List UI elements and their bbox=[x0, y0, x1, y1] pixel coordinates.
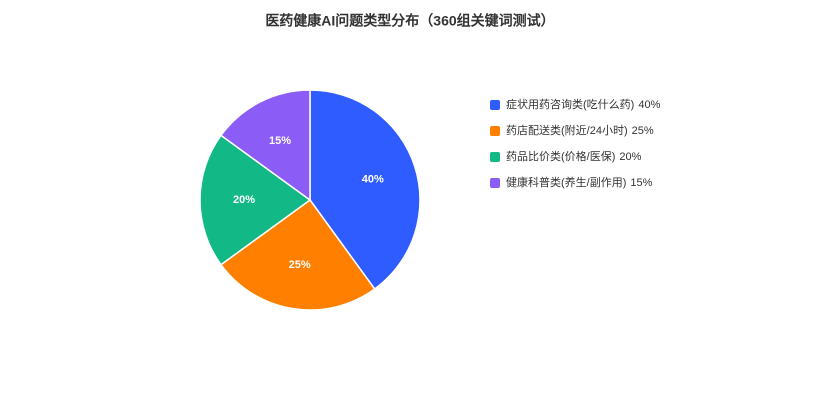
pie-slice bbox=[219, 89, 311, 202]
slice-label: 15% bbox=[269, 135, 291, 147]
legend-swatch bbox=[490, 126, 500, 136]
legend-name: 症状用药咨询类(吃什么药) bbox=[506, 97, 634, 111]
slice-label: 20% bbox=[233, 194, 255, 206]
legend-value: 40% bbox=[638, 99, 660, 111]
pie-slice bbox=[199, 134, 312, 266]
pie-slice bbox=[309, 89, 421, 291]
legend-text: 药店配送类(附近/24小时) 25% bbox=[506, 123, 654, 137]
legend-text: 症状用药咨询类(吃什么药) 40% bbox=[506, 97, 661, 111]
legend-name: 药品比价类(价格/医保) bbox=[506, 149, 615, 163]
legend-swatch bbox=[490, 152, 500, 162]
legend-value: 25% bbox=[632, 125, 654, 137]
legend-swatch bbox=[490, 178, 500, 188]
legend-text: 药品比价类(价格/医保) 20% bbox=[506, 149, 642, 163]
slice-label: 40% bbox=[362, 174, 384, 186]
legend-value: 20% bbox=[619, 151, 641, 163]
pie-slice bbox=[219, 198, 376, 311]
legend-name: 药店配送类(附近/24小时) bbox=[506, 123, 628, 137]
legend-text: 健康科普类(养生/副作用) 15% bbox=[506, 175, 653, 189]
slice-label: 25% bbox=[289, 259, 311, 271]
legend-value: 15% bbox=[630, 177, 652, 189]
legend-name: 健康科普类(养生/副作用) bbox=[506, 175, 626, 189]
legend-swatch bbox=[490, 100, 500, 110]
chart-title: 医药健康AI问题类型分布（360组关键词测试） bbox=[265, 13, 554, 29]
